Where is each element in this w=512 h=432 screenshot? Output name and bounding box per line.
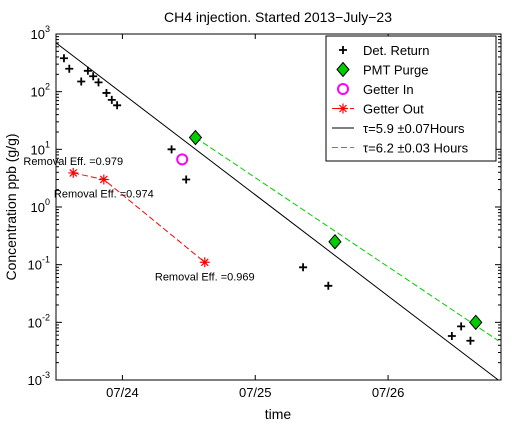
data-point <box>188 129 203 146</box>
y-tick-label: 10-3 <box>28 370 50 388</box>
annotation: Removal Eff. =0.969 <box>155 271 255 283</box>
data-point <box>102 88 111 97</box>
data-point <box>107 95 116 104</box>
x-axis-label: time <box>265 406 292 422</box>
data-point <box>328 233 342 250</box>
data-point <box>324 281 333 290</box>
data-point <box>167 145 176 154</box>
data-point <box>466 336 475 345</box>
legend-marker <box>339 46 347 54</box>
data-point <box>113 101 122 110</box>
legend-label: Getter Out <box>363 102 424 117</box>
data-point <box>83 66 92 75</box>
legend-label: τ=5.9 ±0.07Hours <box>363 121 465 136</box>
data-point <box>182 175 191 184</box>
y-tick-label: 103 <box>31 24 50 42</box>
data-point <box>65 64 74 73</box>
data-point <box>447 331 456 340</box>
annotation: Removal Eff. =0.974 <box>54 188 154 200</box>
data-point <box>199 257 210 268</box>
legend-label: τ=6.2 ±0.03 Hours <box>363 141 469 156</box>
data-point <box>98 174 109 185</box>
x-tick-label: 07/24 <box>106 385 139 400</box>
fit-line <box>195 137 499 342</box>
y-tick-label: 10-1 <box>28 255 50 273</box>
data-point <box>176 153 189 166</box>
data-point <box>77 77 86 86</box>
legend-marker <box>336 61 350 78</box>
y-tick-label: 102 <box>31 82 50 100</box>
legend-label: PMT Purge <box>363 63 429 78</box>
y-tick-label: 101 <box>31 139 50 157</box>
y-tick-label: 100 <box>31 197 50 215</box>
data-point <box>68 167 79 178</box>
data-point <box>469 314 483 331</box>
fit-line <box>56 42 499 380</box>
y-axis-label: Concentration ppb (g/g) <box>3 133 19 280</box>
chart-title: CH4 injection. Started 2013−July−23 <box>164 9 392 25</box>
x-tick-label: 07/25 <box>239 385 272 400</box>
annotation: Removal Eff. =0.979 <box>23 156 123 168</box>
legend-label: Det. Return <box>363 43 429 58</box>
legend-label: Getter In <box>363 82 414 97</box>
legend-marker <box>338 103 348 114</box>
y-tick-label: 10-2 <box>28 312 50 330</box>
data-point <box>299 263 308 272</box>
data-point <box>59 54 68 63</box>
x-tick-label: 07/26 <box>372 385 405 400</box>
data-point <box>457 322 466 331</box>
legend-marker <box>337 83 349 95</box>
data-point <box>89 72 98 81</box>
data-point <box>94 78 103 87</box>
legend-box <box>325 35 497 162</box>
